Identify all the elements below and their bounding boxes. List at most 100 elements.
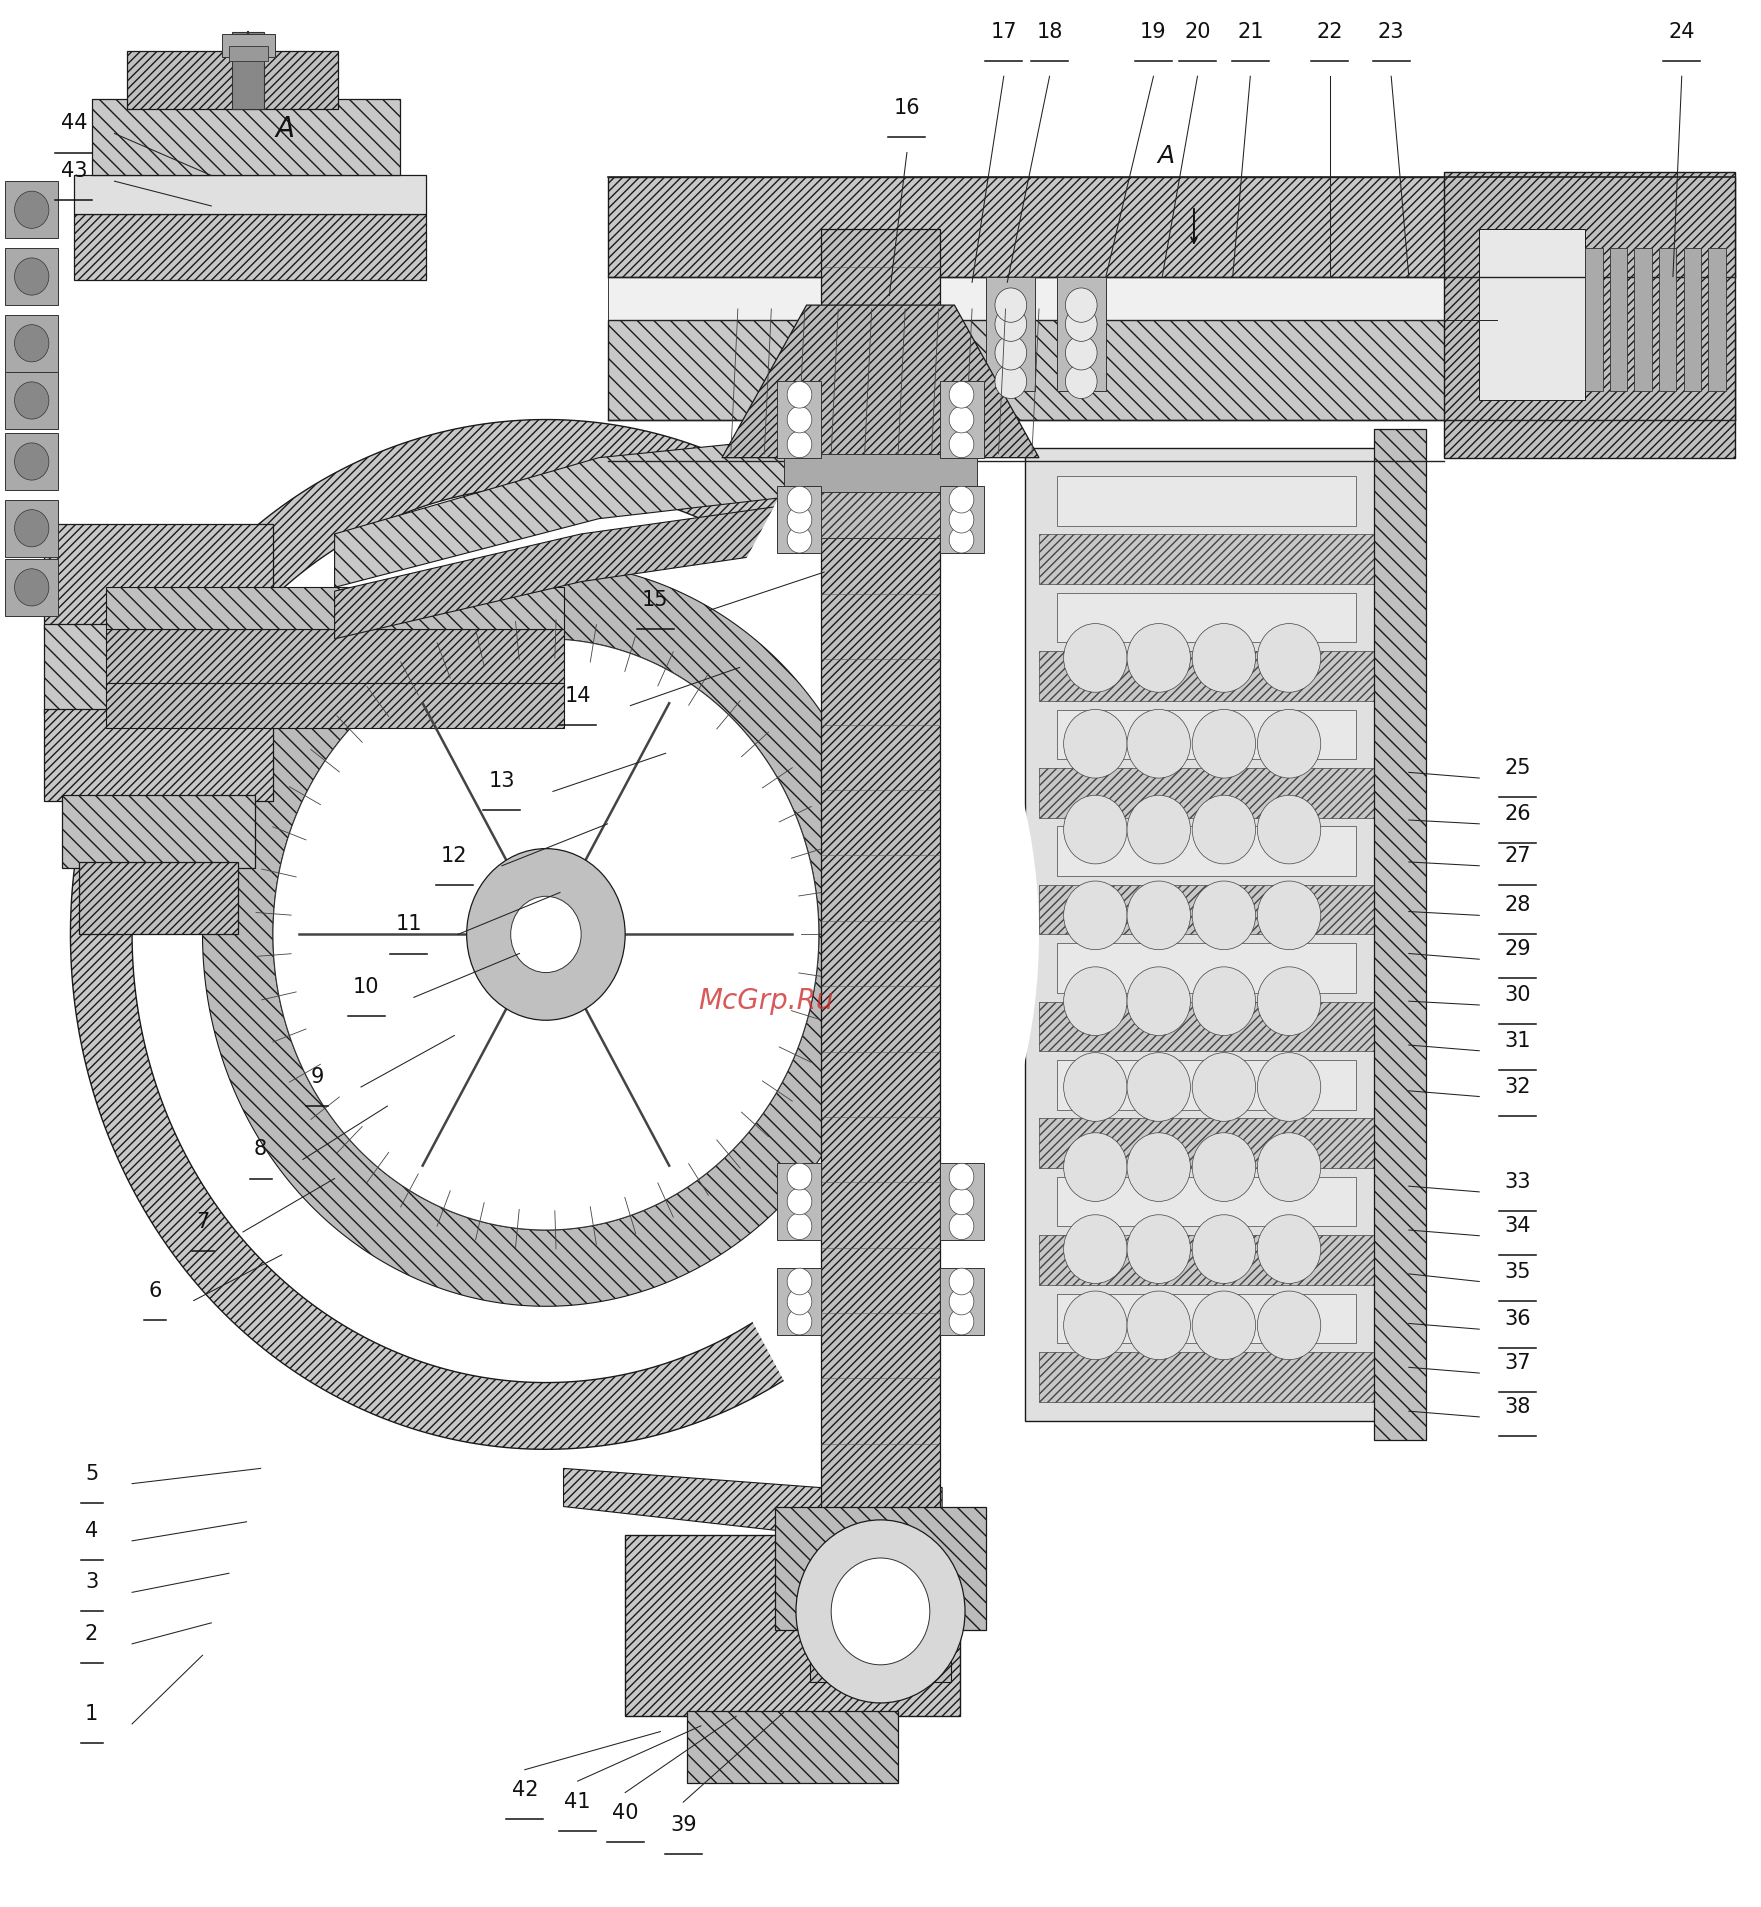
Circle shape — [1127, 795, 1190, 864]
Bar — [1039, 769, 1374, 818]
Bar — [1444, 172, 1735, 458]
Bar — [44, 709, 273, 801]
Circle shape — [787, 406, 812, 433]
Text: 17: 17 — [990, 23, 1018, 42]
Circle shape — [949, 1213, 974, 1240]
Bar — [79, 862, 238, 934]
Text: 31: 31 — [1504, 1032, 1532, 1051]
Bar — [1039, 1001, 1374, 1051]
Circle shape — [995, 364, 1027, 399]
Text: 23: 23 — [1377, 23, 1405, 42]
Bar — [44, 524, 273, 629]
Text: 12: 12 — [440, 847, 468, 866]
Bar — [796, 492, 965, 538]
Circle shape — [1257, 1053, 1321, 1121]
Circle shape — [1192, 1215, 1256, 1283]
Text: 34: 34 — [1504, 1217, 1532, 1236]
Text: 5: 5 — [85, 1465, 99, 1484]
Bar — [5, 248, 58, 305]
Bar — [106, 683, 564, 728]
Bar — [1039, 534, 1374, 584]
Circle shape — [1257, 709, 1321, 778]
Bar — [5, 433, 58, 490]
Polygon shape — [564, 1468, 942, 1535]
Circle shape — [14, 442, 49, 481]
Circle shape — [787, 486, 812, 513]
Bar — [777, 1163, 821, 1240]
Circle shape — [1127, 1053, 1190, 1121]
Bar — [784, 454, 977, 496]
Circle shape — [1064, 709, 1127, 778]
Bar — [1039, 1236, 1374, 1285]
Text: 2: 2 — [85, 1625, 99, 1644]
Circle shape — [949, 1163, 974, 1190]
Wedge shape — [743, 473, 1039, 1396]
Bar — [810, 1625, 951, 1682]
Bar — [44, 624, 273, 715]
Circle shape — [949, 1188, 974, 1215]
Text: A: A — [276, 114, 294, 143]
Circle shape — [949, 381, 974, 408]
Bar — [940, 1268, 984, 1335]
Bar — [92, 99, 400, 175]
Polygon shape — [335, 429, 880, 587]
Circle shape — [1065, 364, 1097, 399]
Bar — [127, 51, 338, 109]
Text: A: A — [1157, 143, 1175, 168]
Circle shape — [1127, 1291, 1190, 1360]
Circle shape — [1192, 967, 1256, 1036]
Bar — [777, 1268, 821, 1335]
Circle shape — [787, 431, 812, 458]
Bar — [1025, 448, 1388, 1421]
Text: 38: 38 — [1506, 1398, 1530, 1417]
Bar — [1039, 650, 1374, 700]
Bar — [608, 320, 1735, 420]
Circle shape — [1065, 288, 1097, 322]
Bar — [106, 587, 564, 629]
Bar — [5, 181, 58, 238]
Text: 10: 10 — [352, 978, 380, 997]
Circle shape — [1064, 795, 1127, 864]
Bar — [625, 1535, 960, 1716]
Text: 35: 35 — [1504, 1262, 1532, 1282]
Circle shape — [1065, 307, 1097, 341]
Text: 30: 30 — [1504, 986, 1532, 1005]
Text: 36: 36 — [1504, 1310, 1532, 1329]
Circle shape — [14, 568, 49, 606]
Polygon shape — [722, 305, 1039, 458]
Bar — [1585, 248, 1603, 391]
Circle shape — [787, 526, 812, 553]
Text: 9: 9 — [310, 1068, 324, 1087]
Bar — [775, 1507, 986, 1630]
Circle shape — [831, 1558, 930, 1665]
Circle shape — [14, 381, 49, 420]
Circle shape — [1257, 795, 1321, 864]
Circle shape — [1065, 336, 1097, 370]
Polygon shape — [203, 563, 889, 1306]
Bar — [1057, 709, 1356, 759]
Text: 41: 41 — [564, 1793, 592, 1812]
Circle shape — [1257, 1133, 1321, 1201]
Circle shape — [1257, 624, 1321, 692]
Circle shape — [949, 1289, 974, 1316]
Circle shape — [787, 1268, 812, 1295]
Bar — [1684, 248, 1701, 391]
Bar — [5, 315, 58, 372]
Bar — [1057, 477, 1356, 526]
Circle shape — [1127, 1133, 1190, 1201]
Bar — [1057, 1293, 1356, 1343]
Text: 26: 26 — [1504, 805, 1532, 824]
Text: 27: 27 — [1504, 847, 1532, 866]
Text: 1: 1 — [85, 1705, 99, 1724]
Circle shape — [787, 381, 812, 408]
Text: 39: 39 — [669, 1815, 697, 1835]
Circle shape — [949, 1268, 974, 1295]
Circle shape — [787, 1213, 812, 1240]
Text: 7: 7 — [195, 1213, 210, 1232]
Bar — [1057, 826, 1356, 875]
Circle shape — [787, 1308, 812, 1335]
Text: 8: 8 — [254, 1140, 268, 1159]
Bar — [1057, 1060, 1356, 1110]
Bar — [777, 486, 821, 553]
Bar — [1039, 885, 1374, 934]
